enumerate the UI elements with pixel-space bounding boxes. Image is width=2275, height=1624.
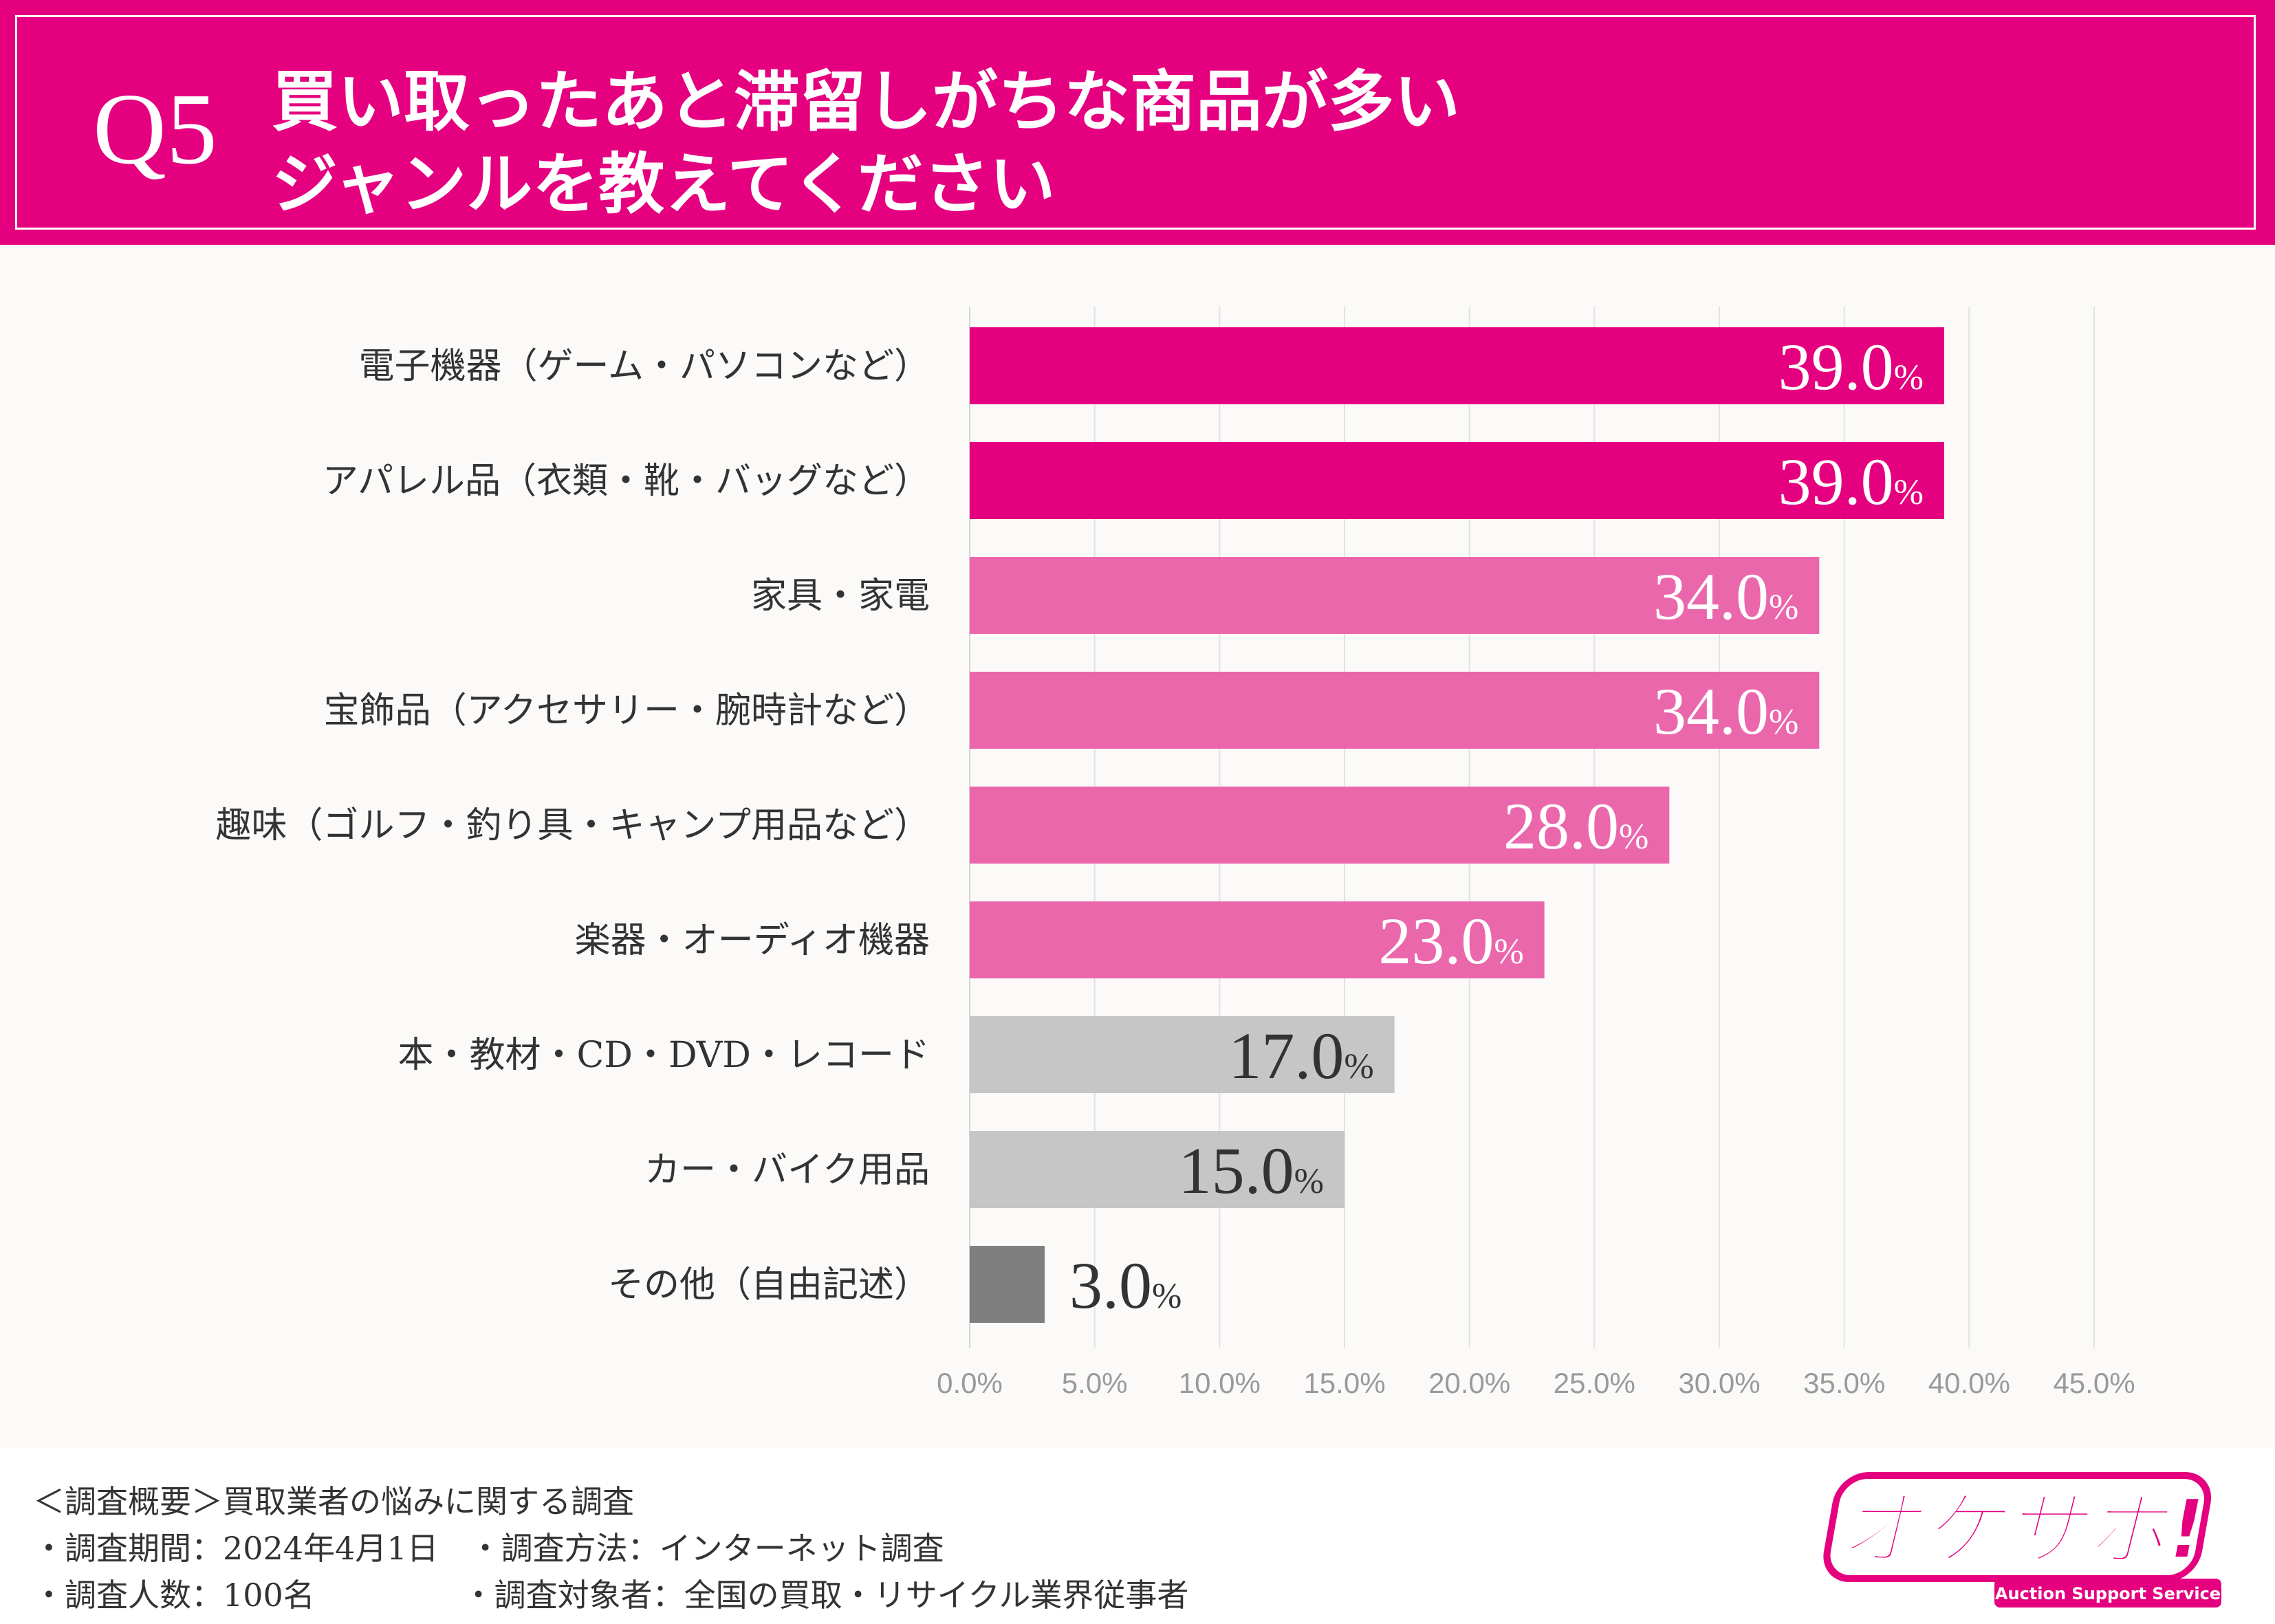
x-tick-label: 30.0% [1678, 1367, 1760, 1399]
category-label: 趣味（ゴルフ・釣り具・キャンプ用品など） [216, 805, 930, 846]
x-tick-label: 5.0% [1062, 1367, 1128, 1399]
logo-subtitle-bg [1994, 1579, 2221, 1607]
bar [970, 557, 1820, 634]
category-label: 本・教材・CD・DVD・レコード [398, 1035, 930, 1076]
survey-method: ・調査方法：インターネット調査 [469, 1530, 944, 1567]
x-tick-label: 35.0% [1803, 1367, 1885, 1399]
data-label: 34.0% [1653, 560, 1798, 633]
x-tick-label: 20.0% [1428, 1367, 1510, 1399]
data-label: 17.0% [1228, 1019, 1373, 1093]
bar [970, 1131, 1345, 1208]
survey-period-line: ・調査期間：2024年4月1日 ・調査方法：インターネット調査 [33, 1524, 944, 1569]
bar [970, 442, 1944, 519]
x-tick-label: 25.0% [1554, 1367, 1635, 1399]
data-label: 15.0% [1179, 1134, 1324, 1207]
category-label: 宝飾品（アクセサリー・腕時計など） [324, 690, 930, 732]
logo-subtitle: Auction Support Service [1995, 1584, 2221, 1603]
header-banner: Q5 買い取ったあと滞留しがちな商品が多い ジャンルを教えてください [0, 0, 2275, 245]
x-tick-label: 0.0% [937, 1367, 1003, 1399]
question-number: Q5 [93, 73, 217, 186]
x-tick-label: 45.0% [2053, 1367, 2135, 1399]
category-label: その他（自由記述） [608, 1264, 930, 1306]
bar-chart: 0.0% 5.0% 10.0% 15.0% 20.0% 25.0% 30.0% 35.0% 40… [216, 307, 2135, 1399]
bar [970, 672, 1820, 749]
category-label: 電子機器（ゲーム・パソコンなど） [359, 346, 930, 387]
survey-title: ＜調査概要＞買取業者の悩みに関する調査 [33, 1483, 634, 1520]
data-label: 34.0% [1653, 674, 1798, 748]
header-frame [15, 15, 2256, 230]
logo-text: オケサポ! [1838, 1482, 2206, 1578]
bar [970, 327, 1944, 404]
bar [970, 1016, 1395, 1093]
category-label: アパレル品（衣類・靴・バッグなど） [323, 461, 930, 502]
question-title-line-1: 買い取ったあと滞留しがちな商品が多い [272, 63, 1460, 140]
data-label: 3.0% [1069, 1249, 1182, 1322]
x-tick-label: 15.0% [1303, 1367, 1385, 1399]
survey-count-line: ・調査人数：100名 ・調査対象者：全国の買取・リサイクル業界従事者 [33, 1570, 1188, 1616]
survey-target: ・調査対象者：全国の買取・リサイクル業界従事者 [462, 1577, 1189, 1614]
category-label: 楽器・オーディオ機器 [575, 920, 930, 961]
bar [970, 787, 1670, 864]
bar [970, 901, 1545, 978]
category-label: 家具・家電 [751, 575, 930, 617]
chart-area: 0.0% 5.0% 10.0% 15.0% 20.0% 25.0% 30.0% 35.0% 40… [0, 245, 2275, 1448]
data-label: 39.0% [1778, 445, 1924, 518]
x-tick-label: 40.0% [1928, 1367, 2010, 1399]
survey-count: ・調査人数：100名 [33, 1577, 315, 1614]
question-title-line-2: ジャンルを教えてください [272, 146, 1056, 223]
survey-overview: ＜調査概要＞買取業者の悩みに関する調査 ・調査期間：2024年4月1日 ・調査方… [0, 1448, 2275, 1624]
data-label: 39.0% [1778, 330, 1924, 404]
bar [970, 1246, 1045, 1323]
survey-period: ・調査期間：2024年4月1日 [33, 1530, 439, 1567]
data-label: 23.0% [1378, 904, 1523, 978]
okesapo-logo: オケサポ! Auction Support Service [1823, 1472, 2221, 1607]
category-label: カー・バイク用品 [644, 1150, 930, 1191]
survey-overview-line: ＜調査概要＞買取業者の悩みに関する調査 [33, 1477, 634, 1522]
x-tick-label: 10.0% [1179, 1367, 1261, 1399]
data-label: 28.0% [1503, 789, 1648, 863]
